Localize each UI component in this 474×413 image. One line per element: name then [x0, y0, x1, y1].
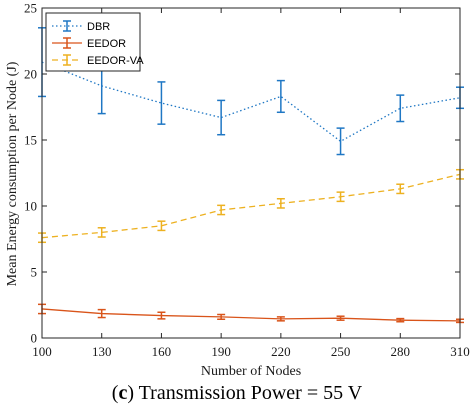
error-bar-eedor-va [396, 183, 405, 195]
series-line-eedor-va [41, 173, 461, 239]
legend-entry: EEDOR-VA [52, 54, 144, 67]
legend-label: EEDOR [87, 38, 126, 50]
y-tick-label: 0 [31, 331, 38, 346]
series-line-eedor [41, 308, 461, 322]
x-tick-label: 100 [32, 344, 52, 359]
x-tick-label: 310 [450, 344, 470, 359]
error-bar-eedor [276, 316, 285, 322]
x-tick-label: 250 [331, 344, 351, 359]
y-tick-label: 20 [24, 67, 37, 82]
y-tick-label: 15 [24, 133, 37, 148]
error-bar-eedor [217, 313, 226, 321]
x-tick-label: 160 [152, 344, 172, 359]
error-bar-dbr [157, 81, 166, 125]
error-bar-eedor-va [336, 191, 345, 203]
error-bar-eedor [396, 317, 405, 323]
error-bar-eedor [97, 308, 106, 319]
error-bar-dbr [276, 79, 285, 114]
legend-box [45, 12, 141, 72]
y-tick-label: 10 [24, 199, 37, 214]
error-bar-eedor [157, 311, 166, 320]
error-bar-eedor [336, 315, 345, 321]
x-tick-label: 280 [391, 344, 411, 359]
legend-entry: EEDOR [52, 37, 126, 50]
error-bar-eedor-va [157, 220, 166, 232]
y-tick-label: 5 [31, 265, 38, 280]
axes: 100 130 160 190 220 250 280 310 0 5 10 15 20 25 [24, 1, 470, 360]
y-tick-label: 25 [24, 1, 37, 16]
plot-frame [41, 7, 461, 339]
error-bar-dbr [217, 99, 226, 136]
legend-entry: DBR [52, 20, 110, 33]
x-axis-title: Number of Nodes [201, 364, 301, 379]
legend: DBR EEDOR EEDOR-VA [45, 12, 144, 72]
error-bar-eedor-va [276, 197, 285, 209]
error-bar-dbr [336, 127, 345, 156]
legend-label: DBR [87, 21, 110, 33]
figure-caption: (c) Transmission Power = 55 V [111, 382, 363, 404]
error-bar-eedor-va [217, 204, 226, 216]
x-tick-label: 130 [92, 344, 112, 359]
caption-text: Transmission Power = 55 V [134, 382, 363, 404]
plot-area [38, 27, 464, 324]
error-bar-dbr [396, 94, 405, 123]
x-tick-label: 220 [271, 344, 291, 359]
legend-label: EEDOR-VA [87, 55, 144, 67]
error-bar-eedor-va [97, 227, 106, 238]
x-tick-label: 190 [211, 344, 231, 359]
series-line-dbr [41, 61, 461, 143]
y-axis-title: Mean Energy consumption per Node (J) [5, 61, 20, 286]
caption-letter: c [118, 382, 128, 404]
line-chart: 100 130 160 190 220 250 280 310 0 5 10 15 20 25 Numbe… [5, 1, 470, 380]
